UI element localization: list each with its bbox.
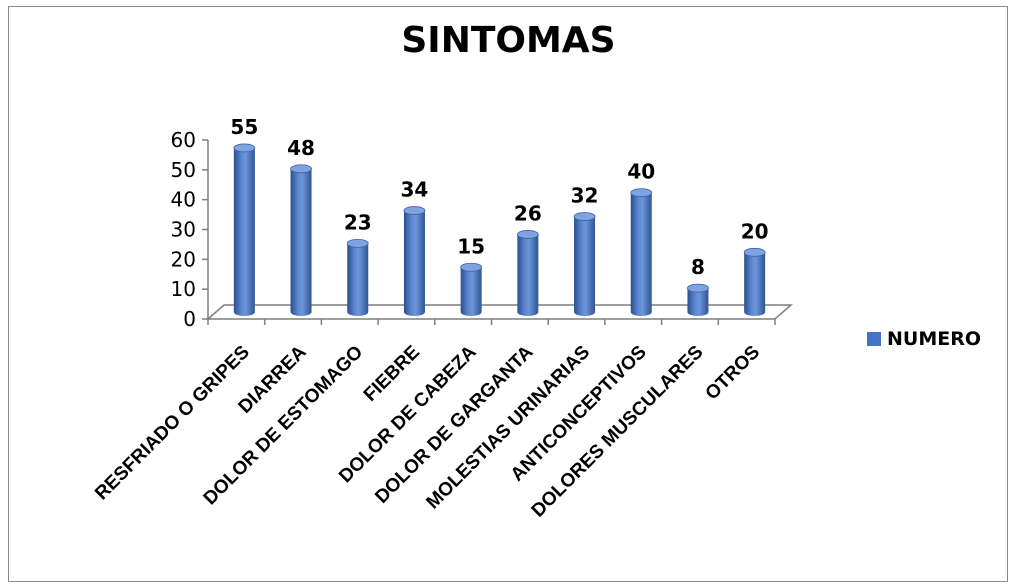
data-label: 26 (514, 201, 542, 225)
bar-top (687, 283, 709, 293)
bar (687, 283, 709, 316)
bar-body (290, 168, 312, 316)
chart-frame (8, 6, 1008, 582)
legend-swatch (867, 332, 881, 346)
bar-body (233, 147, 255, 316)
bar-body (574, 216, 596, 316)
bar (743, 247, 766, 316)
y-tick-label: 40 (171, 188, 196, 212)
data-label: 40 (627, 160, 655, 184)
y-tick-label: 30 (171, 218, 196, 242)
bar (346, 238, 369, 316)
category-label: OTROS (702, 342, 765, 405)
data-label: 34 (401, 178, 429, 202)
data-label: 55 (230, 115, 258, 139)
bar (573, 212, 596, 316)
bar-top (403, 206, 426, 215)
data-label: 15 (457, 234, 485, 258)
bar-body (460, 267, 482, 316)
bar (460, 262, 483, 316)
data-label: 8 (691, 255, 705, 279)
bar (233, 143, 256, 316)
data-label: 20 (741, 219, 769, 243)
bar (403, 206, 426, 316)
y-tick-label: 20 (171, 247, 196, 271)
data-label: 32 (571, 184, 599, 208)
bar-top (516, 230, 539, 239)
bar (630, 188, 653, 316)
legend: NUMERO (867, 328, 981, 350)
y-tick-label: 0 (183, 307, 196, 331)
bar-body (687, 288, 709, 316)
bar-top (743, 247, 766, 257)
y-tick-label: 60 (171, 128, 196, 152)
y-tick-label: 10 (171, 277, 196, 301)
bar-body (403, 210, 425, 316)
y-tick-label: 50 (171, 158, 196, 182)
bar-top (460, 262, 483, 272)
bar-top (290, 164, 312, 174)
bar-top (346, 238, 369, 248)
bar-top (573, 212, 596, 221)
bar-body (744, 252, 766, 316)
data-label: 48 (287, 136, 315, 160)
bar (290, 164, 312, 316)
data-label: 23 (344, 210, 372, 234)
bar-body (517, 234, 539, 316)
bar-top (630, 188, 653, 198)
legend-label: NUMERO (887, 328, 981, 350)
bar-top (233, 143, 256, 153)
bar-body (347, 243, 369, 316)
chart-title: SINTOMAS (401, 20, 616, 61)
bar (516, 230, 539, 316)
bar-body (630, 192, 652, 316)
